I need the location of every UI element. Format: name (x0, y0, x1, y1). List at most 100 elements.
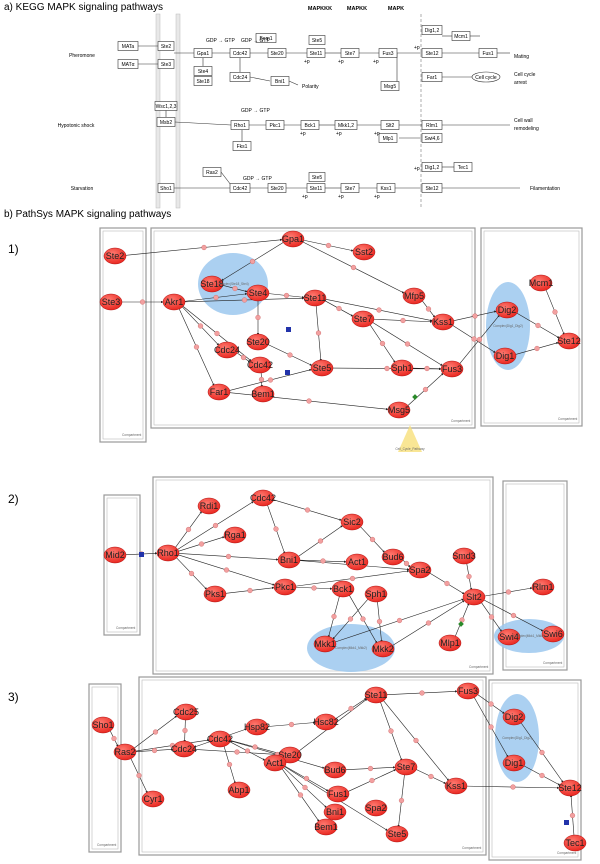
node-cyr1[interactable]: Cyr1 (141, 790, 165, 808)
node-pkc1[interactable]: Pkc1 (273, 578, 297, 596)
node-rdi1[interactable]: Rdi1 (197, 497, 221, 515)
node-act1[interactable]: Act1 (345, 553, 369, 571)
node-shape (558, 779, 582, 797)
node-mid2[interactable]: Mid2 (103, 546, 127, 564)
node-ste5[interactable]: Ste5 (310, 359, 334, 377)
node-dig1[interactable]: Dig1 (502, 754, 526, 772)
node-ste5[interactable]: Ste5 (385, 825, 409, 843)
node-bud6[interactable]: Bud6 (323, 761, 347, 779)
node-sph1[interactable]: Sph1 (390, 359, 414, 377)
node-fus3[interactable]: Fus3 (440, 360, 464, 378)
node-label: Mcm1 (529, 278, 554, 288)
node-ste11[interactable]: Ste11 (365, 686, 388, 704)
kegg-box-ste18 (193, 76, 213, 86)
node-cdc42[interactable]: Cdc42 (250, 489, 276, 507)
node-label: Cdc42 (207, 734, 233, 744)
node-mfp5[interactable]: Mfp5 (402, 287, 426, 305)
node-mlp1[interactable]: Mlp1 (438, 634, 462, 652)
node-spa2[interactable]: Spa2 (408, 561, 432, 579)
node-rga1[interactable]: Rga1 (223, 526, 247, 544)
complex-label: Complex(Mkk1_Mkk2) (513, 634, 545, 638)
node-bem1[interactable]: Bem1 (251, 385, 275, 403)
compartment-inner (491, 682, 579, 858)
node-pks1[interactable]: Pks1 (203, 585, 227, 603)
node-bni1[interactable]: Bni1 (277, 551, 301, 569)
node-mkk2[interactable]: Mkk2 (371, 640, 395, 658)
node-ste4[interactable]: Ste4 (246, 284, 270, 302)
node-ste18[interactable]: Ste18 (200, 275, 224, 293)
node-hsp82[interactable]: Hsp82 (244, 718, 270, 736)
node-spa2[interactable]: Spa2 (364, 799, 388, 817)
node-gpa1[interactable]: Gpa1 (281, 230, 305, 248)
compartment-label: Compartment (122, 433, 141, 437)
node-mcm1[interactable]: Mcm1 (529, 274, 554, 292)
node-sst2[interactable]: Sst2 (352, 243, 376, 261)
node-shape (385, 825, 409, 843)
node-ste12[interactable]: Ste12 (558, 779, 582, 797)
node-swi4[interactable]: Swi4 (497, 628, 521, 646)
node-cdc25[interactable]: Cdc25 (173, 703, 199, 721)
node-ste2[interactable]: Ste2 (103, 247, 127, 265)
node-far1[interactable]: Far1 (207, 383, 231, 401)
kegg-gdp-gtp: GDP → GTP (241, 108, 270, 114)
node-ste3[interactable]: Ste3 (99, 293, 123, 311)
node-ste12[interactable]: Ste12 (557, 332, 581, 350)
node-sic2[interactable]: Sic2 (340, 513, 364, 531)
panel-2-label: 2) (8, 492, 19, 506)
node-slt2[interactable]: Slt2 (462, 588, 486, 606)
node-label: Sst2 (355, 247, 373, 257)
kegg-box-gpa1 (193, 48, 213, 58)
node-ste7[interactable]: Ste7 (351, 310, 375, 328)
kegg-outcome: Cell cycle (514, 72, 536, 78)
kegg-phospho: +p (336, 131, 342, 137)
node-shape (408, 561, 432, 579)
kegg-box-label: Msg5 (384, 84, 396, 90)
node-bck1[interactable]: Bck1 (331, 580, 355, 598)
node-ste7[interactable]: Ste7 (394, 758, 418, 776)
node-kss1[interactable]: Kss1 (444, 777, 468, 795)
node-bem1[interactable]: Bem1 (314, 818, 338, 836)
node-rho1[interactable]: Rho1 (156, 544, 180, 562)
node-swi6[interactable]: Swi6 (541, 625, 565, 643)
reaction-dot (244, 748, 251, 754)
node-bni1[interactable]: Bni1 (323, 803, 347, 821)
kegg-edge (174, 121, 232, 126)
kegg-box-ste3 (157, 59, 175, 69)
node-label: Hsp82 (244, 722, 270, 732)
kegg-box-label: Bem1 (259, 36, 272, 42)
node-shape (246, 333, 270, 351)
node-dig1[interactable]: Dig1 (493, 347, 517, 365)
node-msg5[interactable]: Msg5 (387, 401, 411, 419)
node-ras2[interactable]: Ras2 (113, 743, 137, 761)
node-dig2[interactable]: Dig2 (502, 708, 526, 726)
node-bud6[interactable]: Bud6 (381, 548, 405, 566)
node-cdc42[interactable]: Cdc42 (207, 730, 233, 748)
node-abp1[interactable]: Abp1 (227, 781, 251, 799)
node-ste20[interactable]: Ste20 (246, 333, 270, 351)
node-ste11[interactable]: Ste11 (304, 289, 327, 307)
node-sho1[interactable]: Sho1 (91, 716, 115, 734)
node-fus1[interactable]: Fus1 (326, 785, 350, 803)
reaction-dot (539, 772, 545, 779)
node-shape (352, 243, 376, 261)
reaction-dot (273, 526, 279, 532)
node-sph1[interactable]: Sph1 (364, 585, 388, 603)
kegg-box-ste20 (267, 183, 287, 193)
node-dig2[interactable]: Dig2 (495, 301, 519, 319)
node-cdc24[interactable]: Cdc24 (214, 341, 240, 359)
node-shape (323, 803, 347, 821)
node-mkk1[interactable]: Mkk1 (313, 635, 337, 653)
node-kss1[interactable]: Kss1 (431, 313, 455, 331)
node-fus3[interactable]: Fus3 (456, 682, 480, 700)
node-akr1[interactable]: Akr1 (162, 293, 186, 311)
kegg-box-label: Cdc24 (233, 75, 248, 81)
node-hsc82[interactable]: Hsc82 (313, 713, 339, 731)
node-smd3[interactable]: Smd3 (452, 547, 476, 565)
node-rlm1[interactable]: Rlm1 (531, 578, 555, 596)
node-tec1[interactable]: Tec1 (563, 834, 587, 852)
node-act1[interactable]: Act1 (263, 754, 287, 772)
reaction-dot (510, 612, 517, 619)
node-cdc42[interactable]: Cdc42 (247, 356, 273, 374)
node-cdc24[interactable]: Cdc24 (171, 740, 197, 758)
